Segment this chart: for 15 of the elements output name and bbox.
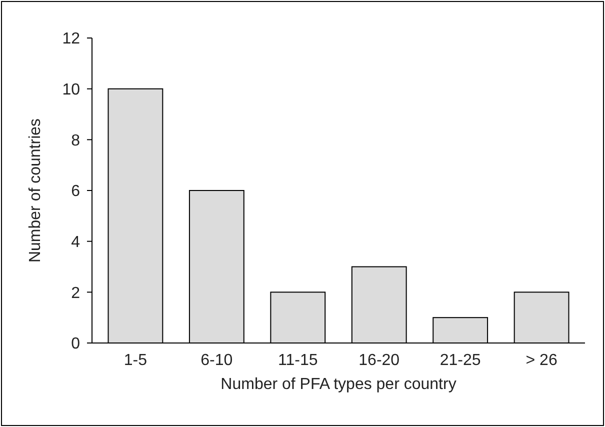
x-tick-label: 6-10 bbox=[200, 352, 233, 369]
y-tick-label: 2 bbox=[71, 284, 80, 302]
y-tick-label: 10 bbox=[62, 81, 80, 98]
x-axis-title: Number of PFA types per country bbox=[220, 376, 456, 393]
y-tick-label: 4 bbox=[71, 234, 80, 251]
x-tick-label: 16-20 bbox=[358, 352, 400, 369]
y-axis-title: Number of countries bbox=[27, 118, 44, 263]
x-tick-label: > 26 bbox=[526, 352, 558, 369]
y-tick-label: 6 bbox=[71, 183, 80, 200]
y-tick-label: 0 bbox=[71, 336, 80, 353]
x-tick-label: 21-25 bbox=[440, 352, 481, 369]
x-tick-label: 11-15 bbox=[278, 352, 318, 369]
y-tick-label: 12 bbox=[62, 30, 80, 48]
x-tick-label: 1-5 bbox=[124, 352, 148, 369]
y-tick-label: 8 bbox=[71, 132, 80, 150]
